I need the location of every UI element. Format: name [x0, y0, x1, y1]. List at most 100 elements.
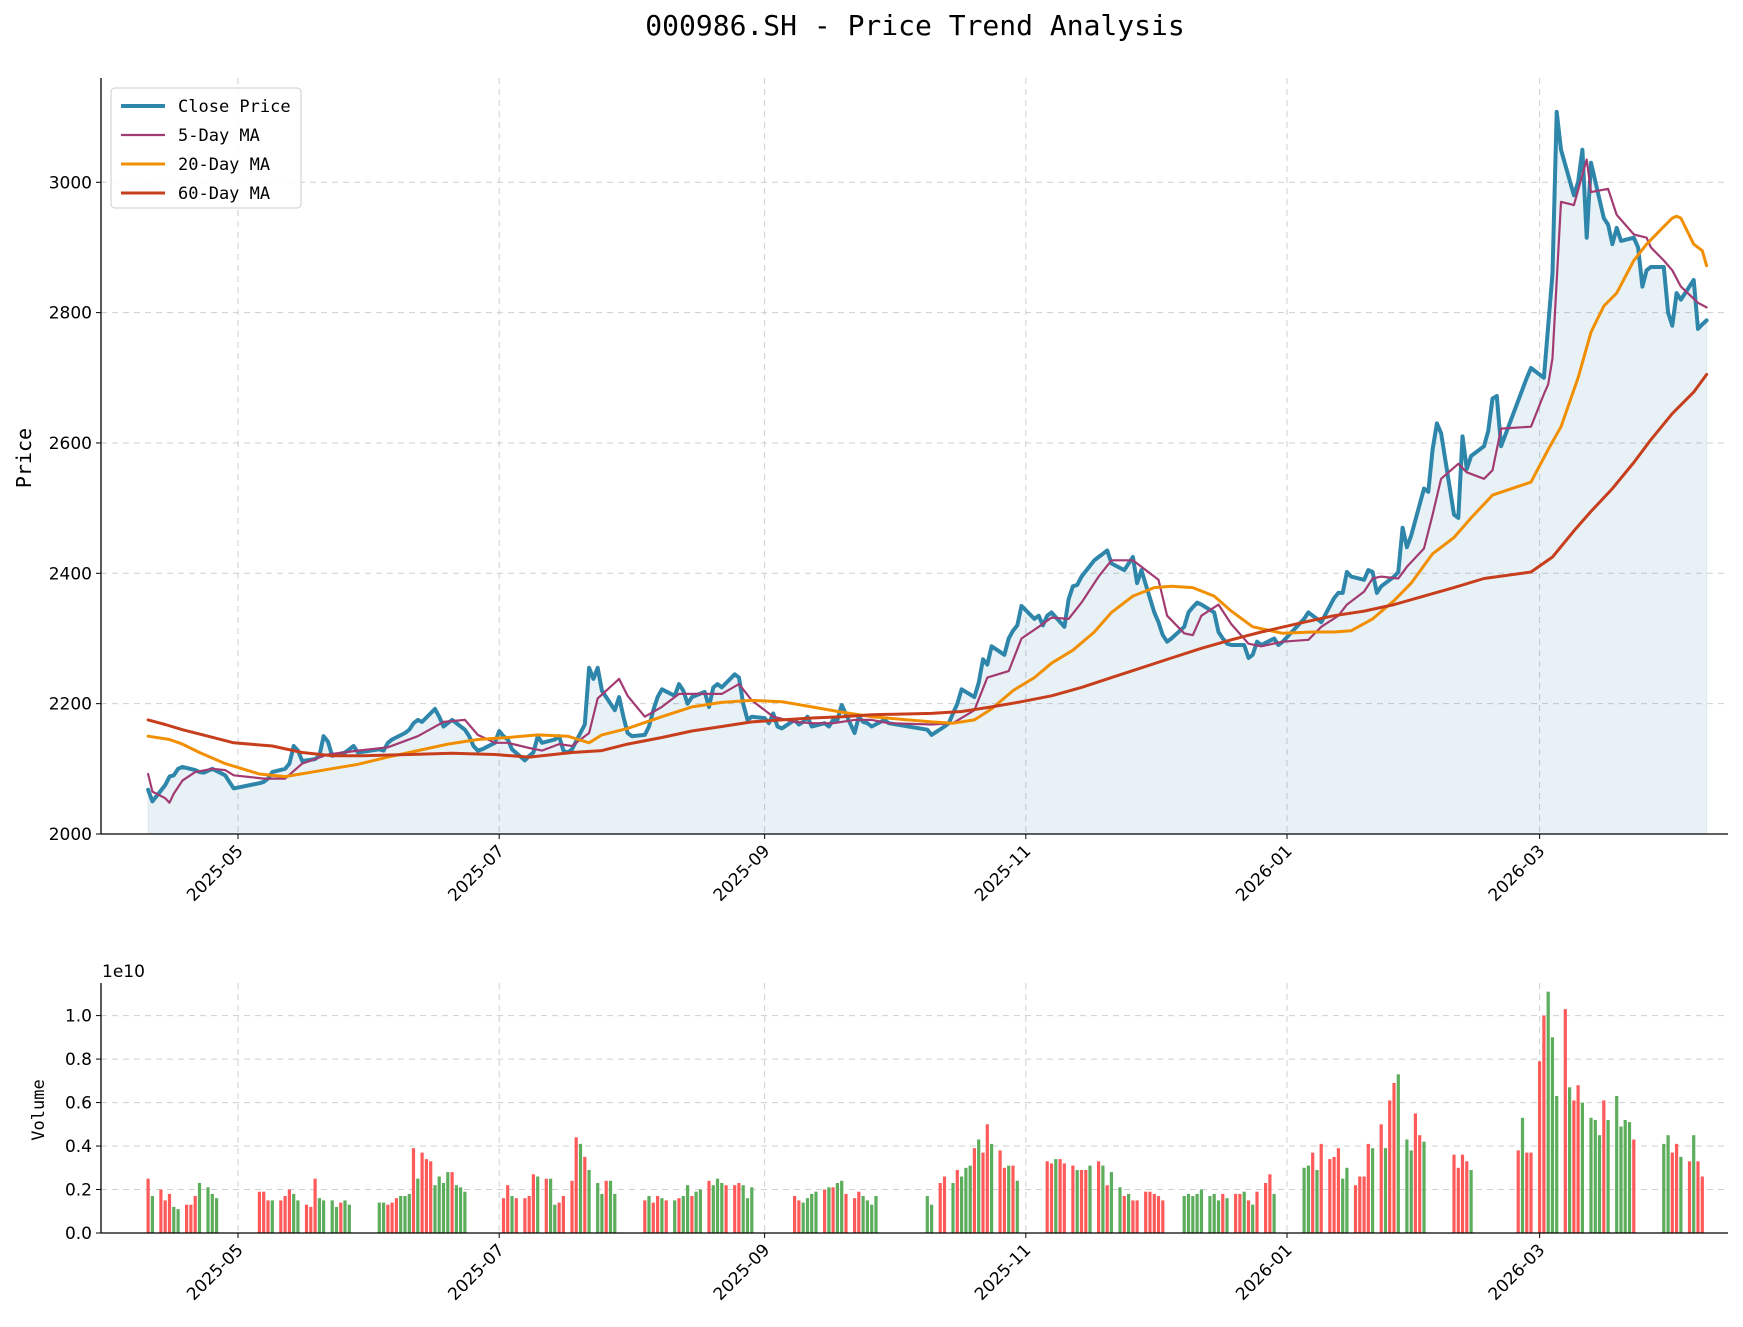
volume-bar: [557, 1202, 561, 1233]
volume-bar: [977, 1139, 981, 1233]
volume-bar: [1555, 1096, 1559, 1233]
volume-bar: [544, 1178, 548, 1233]
volume-bar: [510, 1196, 514, 1233]
volume-bar: [1383, 1148, 1388, 1233]
price-xtick-label: 2025-11: [971, 841, 1035, 905]
volume-bar: [1538, 1061, 1542, 1233]
volume-bar: [1619, 1126, 1623, 1233]
volume-bar: [1127, 1193, 1131, 1233]
volume-bar: [1409, 1150, 1413, 1233]
volume-y-ticks: 0.0 0.2 0.4 0.6 0.8 1.0: [65, 1007, 101, 1244]
volume-bar: [741, 1185, 745, 1233]
60-day-ma-line: [146, 373, 1709, 759]
volume-bar: [1692, 1135, 1696, 1233]
volume-bar: [407, 1193, 411, 1233]
volume-bar: [1563, 1009, 1567, 1233]
volume-bar: [1593, 1120, 1597, 1233]
volume-bar: [1049, 1163, 1054, 1233]
legend-box: [110, 87, 302, 209]
volume-bar: [1418, 1135, 1422, 1233]
volume-bar: [823, 1189, 827, 1233]
volume-bar: [437, 1176, 441, 1233]
volume-bar: [990, 1143, 994, 1233]
volume-bar: [420, 1152, 424, 1233]
volume-bar: [570, 1180, 574, 1233]
volume-bar: [1208, 1196, 1212, 1233]
volume-bar: [1371, 1148, 1375, 1233]
volume-bar: [167, 1193, 172, 1233]
volume-bar: [459, 1187, 463, 1233]
volume-bar: [527, 1196, 531, 1233]
volume-bar: [737, 1183, 741, 1233]
price-xtick-label: 2025-05: [183, 841, 247, 905]
volume-bar: [1452, 1154, 1456, 1233]
volume-bar: [985, 1124, 989, 1233]
volume-bar: [694, 1191, 698, 1233]
20-day-ma-line: [146, 214, 1709, 779]
volume-bar: [1105, 1185, 1109, 1233]
price-x-ticks: 2025-05 2025-07 2025-09 2025-11 2026-01 2026-…: [183, 834, 1549, 906]
volume-bar: [870, 1204, 874, 1233]
volume-ytick-label: 0.6: [65, 1094, 92, 1114]
volume-bar: [715, 1178, 720, 1233]
volume-bar: [660, 1198, 664, 1233]
volume-bar: [1469, 1170, 1473, 1233]
volume-bar: [1615, 1096, 1619, 1233]
volume-bar: [1597, 1135, 1602, 1233]
volume-bar: [1568, 1087, 1572, 1233]
volume-bar: [1572, 1100, 1576, 1233]
volume-bar: [150, 1196, 154, 1233]
volume-bar: [531, 1174, 535, 1233]
volume-bar: [1079, 1170, 1084, 1233]
volume-bar: [266, 1200, 270, 1233]
volume-bar: [317, 1198, 321, 1233]
volume-bar: [574, 1137, 578, 1233]
5-day-ma-line: [147, 158, 1708, 804]
volume-bar: [514, 1198, 518, 1233]
volume-bar: [874, 1196, 878, 1233]
volume-bar: [578, 1143, 583, 1233]
volume-bar: [424, 1159, 428, 1233]
volume-bar: [1101, 1165, 1105, 1233]
volume-bar: [1602, 1100, 1606, 1233]
volume-bar: [1161, 1200, 1165, 1233]
volume-bar: [1328, 1159, 1332, 1233]
volume-bar: [942, 1176, 947, 1233]
legend-label: 20-Day MA: [178, 155, 270, 175]
volume-bar: [1186, 1193, 1191, 1233]
volume-bar: [604, 1180, 608, 1233]
volume-bar: [698, 1189, 702, 1233]
volume-bar: [1675, 1143, 1679, 1233]
volume-bar: [347, 1204, 351, 1233]
close-price-area-fill: [147, 111, 1708, 835]
volume-bar: [561, 1196, 565, 1233]
volume-bar: [377, 1202, 381, 1233]
volume-bar: [172, 1206, 176, 1233]
volume-bar: [1084, 1170, 1088, 1233]
volume-xtick-label: 2025-07: [444, 1240, 508, 1304]
volume-bar: [733, 1185, 737, 1233]
volume-bar: [1580, 1102, 1584, 1233]
volume-bar: [1097, 1161, 1101, 1233]
volume-bar: [810, 1193, 814, 1233]
volume-bar: [176, 1209, 180, 1233]
volume-bar: [1662, 1143, 1666, 1233]
volume-x-ticks: 2025-05 2025-07 2025-09 2025-11 2026-01 2026-…: [183, 1233, 1549, 1305]
legend: Close Price 5-Day MA 20-Day MA 60-Day MA: [110, 87, 302, 209]
volume-bar: [793, 1196, 797, 1233]
volume-bar: [853, 1198, 857, 1233]
volume-ytick-label: 0.8: [65, 1050, 92, 1070]
volume-bar: [968, 1165, 972, 1233]
volume-xtick-label: 2025-05: [183, 1240, 247, 1304]
volume-bar: [343, 1200, 347, 1233]
volume-bar: [827, 1187, 831, 1233]
volume-bar: [831, 1187, 835, 1233]
volume-bar: [1525, 1152, 1529, 1233]
volume-bar: [1345, 1167, 1349, 1233]
volume-bar: [215, 1198, 219, 1233]
volume-bar: [262, 1191, 266, 1233]
volume-bar: [1212, 1193, 1216, 1233]
volume-bar: [801, 1202, 805, 1233]
price-y-ticks: 2000 2200 2400 2600 2800 3000: [49, 173, 101, 845]
